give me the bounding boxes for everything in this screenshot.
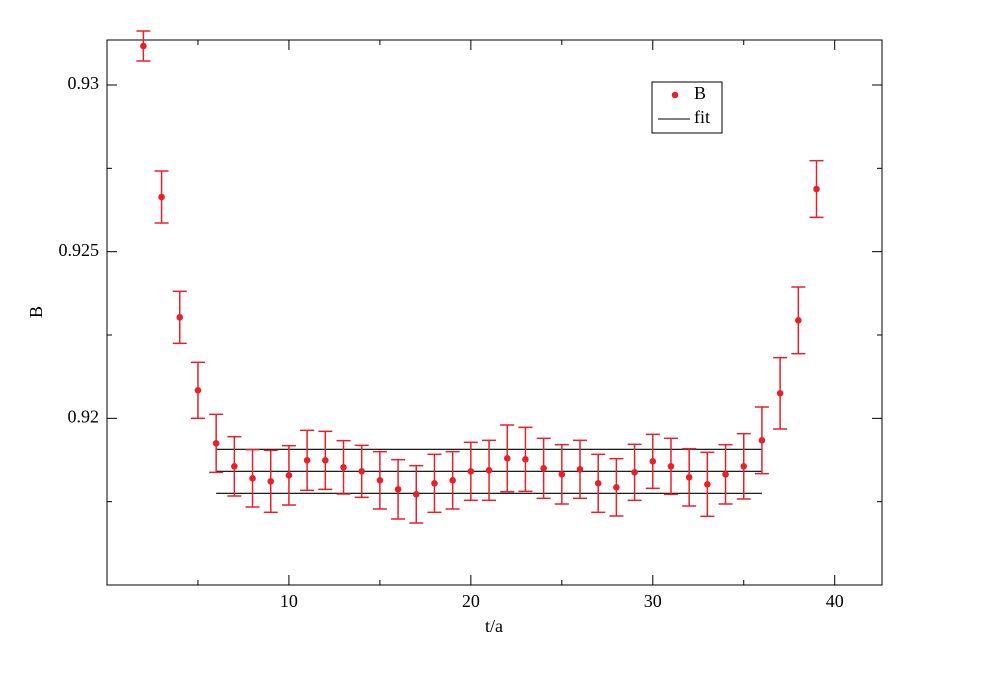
point xyxy=(613,484,620,491)
plot-frame xyxy=(106,39,883,586)
x-tick-label: 40 xyxy=(826,591,844,611)
legend-box xyxy=(651,81,723,134)
point xyxy=(685,474,693,481)
point xyxy=(340,464,347,471)
point xyxy=(540,465,547,472)
y-axis-label: B xyxy=(26,306,46,318)
point xyxy=(649,458,657,465)
point xyxy=(158,193,165,201)
point xyxy=(231,463,238,470)
legend-label: B xyxy=(694,83,706,103)
x-axis-label: t/a xyxy=(485,616,503,636)
point xyxy=(631,469,638,476)
point xyxy=(431,480,438,487)
point xyxy=(140,42,147,50)
legend-label: fit xyxy=(694,107,710,127)
y-tick-label: 0.92 xyxy=(68,406,100,426)
point xyxy=(776,390,784,397)
point xyxy=(758,437,766,444)
point xyxy=(467,468,475,475)
point xyxy=(285,472,293,479)
point xyxy=(722,471,729,478)
point xyxy=(303,457,311,464)
x-tick-label: 10 xyxy=(280,591,298,611)
point xyxy=(267,478,275,485)
x-tick-label: 20 xyxy=(462,591,480,611)
point xyxy=(740,463,748,470)
point xyxy=(212,440,220,447)
point xyxy=(376,477,384,484)
y-tick-label: 0.93 xyxy=(68,73,100,93)
point xyxy=(322,457,329,464)
point xyxy=(667,463,675,470)
point xyxy=(412,491,420,498)
point xyxy=(795,317,802,324)
point xyxy=(394,486,402,493)
point xyxy=(249,475,256,482)
point xyxy=(813,185,820,193)
point xyxy=(485,467,493,474)
point xyxy=(358,468,365,475)
point xyxy=(503,455,511,462)
point xyxy=(522,456,529,463)
point xyxy=(594,480,602,487)
point xyxy=(176,314,184,321)
x-tick-label: 30 xyxy=(644,591,662,611)
point xyxy=(576,466,584,473)
legend-marker xyxy=(671,91,679,99)
point xyxy=(704,481,711,488)
point xyxy=(558,471,566,478)
y-tick-label: 0.925 xyxy=(59,240,100,260)
point xyxy=(449,477,456,484)
point xyxy=(194,387,202,394)
